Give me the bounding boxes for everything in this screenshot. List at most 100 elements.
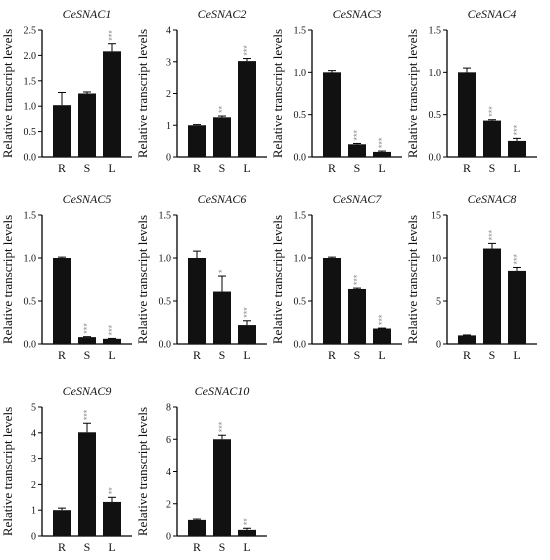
x-category-label: L	[513, 348, 520, 362]
x-category-label: S	[84, 161, 91, 175]
chart-title: CeSNAC8	[468, 192, 517, 206]
y-tick-label: 2	[31, 480, 36, 491]
bar-R	[458, 335, 476, 344]
chart-panel-4: CeSNAC4 Relative transcript levels 0.0 0.5 1…	[405, 7, 537, 175]
chart-panel-3: CeSNAC3 Relative transcript levels 0.0 0.5 1…	[270, 7, 402, 175]
y-tick-label: 1.0	[24, 254, 37, 265]
bar-R	[53, 258, 71, 344]
bar-S	[213, 439, 231, 536]
y-axis-label: Relative transcript levels	[270, 29, 285, 158]
y-tick-label: 15	[431, 211, 441, 222]
y-tick-label: 1.0	[429, 68, 442, 79]
chart-panel-7: CeSNAC7 Relative transcript levels 0.0 0.5 1…	[270, 192, 402, 362]
bar-R	[458, 72, 476, 157]
y-tick-label: 2	[166, 89, 171, 100]
y-tick-label: 0	[166, 153, 171, 164]
y-tick-label: 2.5	[24, 26, 37, 37]
x-category-label: R	[58, 540, 66, 554]
chart-title: CeSNAC7	[333, 192, 383, 206]
bar-L	[103, 51, 121, 157]
y-tick-label: 3	[31, 454, 36, 465]
bar-R	[53, 510, 71, 536]
y-tick-label: 5	[436, 297, 441, 308]
chart-panel-2: CeSNAC2 Relative transcript levels 0 1 2 3 4 R *…	[135, 7, 267, 175]
y-axis-label: Relative transcript levels	[405, 29, 420, 158]
x-category-label: L	[378, 161, 385, 175]
y-axis-label: Relative transcript levels	[270, 215, 285, 344]
y-tick-label: 0.0	[24, 340, 37, 351]
chart-title: CeSNAC6	[198, 192, 247, 206]
y-tick-label: 0.0	[294, 340, 307, 351]
y-tick-label: 1.5	[294, 26, 307, 37]
bar-S	[78, 93, 96, 157]
x-category-label: S	[489, 161, 496, 175]
significance-marker: **	[242, 518, 252, 526]
y-tick-label: 1.0	[24, 102, 37, 113]
chart-title: CeSNAC2	[198, 7, 247, 21]
x-category-label: L	[513, 161, 520, 175]
x-category-label: S	[219, 161, 226, 175]
x-category-label: R	[58, 161, 66, 175]
bar-L	[508, 140, 526, 157]
y-tick-label: 0.5	[429, 110, 442, 121]
y-axis-label: Relative transcript levels	[135, 407, 150, 536]
bar-S	[348, 144, 366, 157]
y-tick-label: 2	[166, 499, 171, 510]
x-category-label: L	[108, 540, 115, 554]
y-tick-label: 0.0	[159, 340, 172, 351]
x-category-label: S	[219, 348, 226, 362]
significance-marker: ***	[512, 124, 522, 135]
x-category-label: R	[193, 348, 201, 362]
x-category-label: L	[243, 540, 250, 554]
y-tick-label: 0	[436, 340, 441, 351]
x-category-label: S	[354, 348, 361, 362]
chart-title: CeSNAC3	[333, 7, 382, 21]
y-tick-label: 1	[31, 506, 36, 517]
x-category-label: R	[193, 540, 201, 554]
x-category-label: L	[108, 348, 115, 362]
chart-panel-6: CeSNAC6 Relative transcript levels 0.0 0.5 1…	[135, 192, 267, 362]
significance-marker: ***	[352, 129, 362, 140]
bar-L	[238, 325, 256, 344]
y-tick-label: 4	[31, 428, 36, 439]
x-category-label: L	[378, 348, 385, 362]
significance-marker: ***	[107, 30, 117, 41]
bar-S	[483, 120, 501, 157]
chart-panel-8: CeSNAC8 Relative transcript levels 0 5 10 15 R…	[405, 192, 537, 362]
significance-marker: ***	[242, 307, 252, 318]
y-tick-label: 0.5	[294, 297, 307, 308]
bar-R	[188, 125, 206, 157]
bar-S	[78, 337, 96, 344]
y-tick-label: 6	[166, 435, 171, 446]
y-tick-label: 0.0	[24, 153, 37, 164]
bar-L	[238, 61, 256, 157]
bar-R	[323, 258, 341, 344]
significance-marker: **	[107, 487, 117, 495]
x-category-label: R	[58, 348, 66, 362]
y-tick-label: 1.0	[294, 254, 307, 265]
y-tick-label: 0.5	[24, 297, 37, 308]
y-tick-label: 0	[166, 532, 171, 543]
x-category-label: R	[463, 161, 471, 175]
bar-L	[508, 270, 526, 344]
y-tick-label: 10	[431, 254, 441, 265]
x-category-label: S	[219, 540, 226, 554]
y-tick-label: 4	[166, 26, 171, 37]
x-category-label: R	[193, 161, 201, 175]
y-axis-label: Relative transcript levels	[0, 407, 15, 536]
y-tick-label: 1.5	[24, 211, 37, 222]
x-category-label: S	[84, 540, 91, 554]
y-tick-label: 1.5	[159, 211, 172, 222]
bar-R	[323, 72, 341, 157]
chart-title: CeSNAC9	[63, 384, 112, 398]
bar-L	[103, 338, 121, 344]
y-tick-label: 1.5	[24, 76, 37, 87]
x-category-label: S	[489, 348, 496, 362]
bar-L	[238, 529, 256, 536]
y-tick-label: 4	[166, 467, 171, 478]
x-category-label: R	[328, 348, 336, 362]
significance-marker: ***	[377, 137, 387, 148]
chart-panel-10: CeSNAC10 Relative transcript levels 0 2 4 6 8 R…	[135, 384, 267, 554]
significance-marker: **	[217, 106, 227, 114]
y-tick-label: 0.0	[429, 153, 442, 164]
